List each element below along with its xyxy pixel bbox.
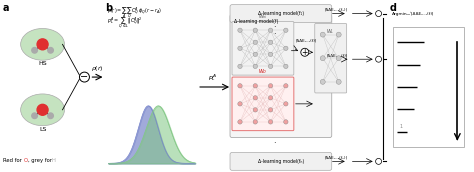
Text: $p^A_L=\sum_{Q\in L}\|C^A_Q\|^2$: $p^A_L=\sum_{Q\in L}\|C^A_Q\|^2$ [108,16,143,31]
Circle shape [37,104,48,115]
Text: $W_{hi}$: $W_{hi}$ [258,12,268,20]
Text: Δ-learning model(f): Δ-learning model(f) [234,19,278,24]
Circle shape [336,56,341,61]
Text: $\rho(r)=\sum_A\sum_Q C^A_Q\,\phi_Q(r-r_A)$: $\rho(r)=\sum_A\sum_Q C^A_Q\,\phi_Q(r-r_… [108,6,163,21]
Text: |ΔΔEₙ₋₁(f)|: |ΔΔEₙ₋₁(f)| [295,38,317,42]
Text: c: c [232,3,238,13]
Text: , grey for: , grey for [27,158,53,163]
Text: Argminₙₚⁱ|ΔΔEₙ₋₁(f)|: Argminₙₚⁱ|ΔΔEₙ₋₁(f)| [392,11,434,16]
Circle shape [320,56,325,61]
Circle shape [48,47,54,53]
Circle shape [238,64,242,69]
Text: |ΔΔEₙ₋₁(f)|: |ΔΔEₙ₋₁(f)| [327,53,347,57]
Circle shape [253,52,257,57]
Text: |ΔΔEₙ₋₁(fₙ)|: |ΔΔEₙ₋₁(fₙ)| [325,155,347,159]
Circle shape [283,102,288,106]
Circle shape [238,102,242,106]
Circle shape [268,108,273,112]
Text: H: H [52,158,55,163]
Circle shape [238,46,242,51]
FancyBboxPatch shape [232,22,294,75]
FancyBboxPatch shape [230,15,332,138]
Text: O: O [24,158,27,163]
Circle shape [336,32,341,37]
Circle shape [32,47,37,53]
Text: Δ-learning model(fₙ): Δ-learning model(fₙ) [258,159,304,164]
Ellipse shape [21,29,64,60]
Text: −: − [81,72,89,82]
Circle shape [283,28,288,33]
Circle shape [301,48,309,56]
Circle shape [283,46,288,51]
Circle shape [37,39,48,50]
Circle shape [268,52,273,57]
Circle shape [268,96,273,100]
Text: $W_O$: $W_O$ [258,67,268,76]
Circle shape [268,120,273,124]
Circle shape [375,158,382,164]
Text: $\rho(r)$: $\rho(r)$ [91,64,104,73]
Circle shape [283,120,288,124]
Text: +: + [301,48,308,57]
Circle shape [320,79,325,84]
Circle shape [283,64,288,69]
Circle shape [253,64,257,69]
Circle shape [268,64,273,69]
Circle shape [336,79,341,84]
Text: |ΔΔEₙ₋₁(f₁)|: |ΔΔEₙ₋₁(f₁)| [325,8,347,12]
FancyBboxPatch shape [315,24,346,93]
Circle shape [268,40,273,45]
Circle shape [253,120,257,124]
Circle shape [268,28,273,33]
Circle shape [238,84,242,88]
Circle shape [238,28,242,33]
Circle shape [80,72,90,82]
Text: LS: LS [39,127,46,132]
FancyBboxPatch shape [230,152,332,170]
Text: 1: 1 [400,124,402,129]
Text: Red for: Red for [3,158,23,163]
Circle shape [253,108,257,112]
Text: a: a [3,3,9,13]
FancyBboxPatch shape [230,5,332,23]
Text: d: d [390,3,397,13]
Text: Δ-learning model(f₁): Δ-learning model(f₁) [258,11,304,16]
Text: b: b [105,3,112,13]
Circle shape [253,84,257,88]
FancyBboxPatch shape [392,28,465,147]
Circle shape [320,32,325,37]
Text: ·: · [273,23,276,32]
Text: $W_L$: $W_L$ [327,28,335,36]
Circle shape [32,113,37,119]
Circle shape [375,56,382,62]
Ellipse shape [21,94,64,126]
Circle shape [253,96,257,100]
FancyBboxPatch shape [232,77,294,131]
Circle shape [268,84,273,88]
Circle shape [253,40,257,45]
Text: HS: HS [38,61,47,66]
Circle shape [283,84,288,88]
Text: ·: · [273,139,276,148]
Text: $p^A_L$: $p^A_L$ [208,72,217,83]
Circle shape [48,113,54,119]
Circle shape [375,11,382,17]
Text: ·: · [273,30,276,39]
Circle shape [253,28,257,33]
Circle shape [238,120,242,124]
